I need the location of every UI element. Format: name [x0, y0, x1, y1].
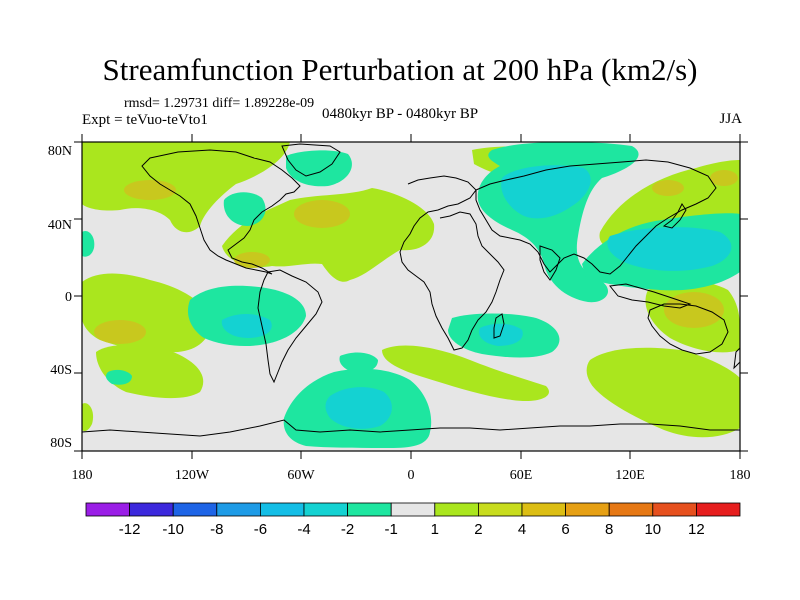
positive-cores	[94, 170, 738, 344]
colorbar-swatch	[696, 502, 741, 517]
plot-title: Streamfunction Perturbation at 200 hPa (…	[102, 52, 698, 87]
pos-region	[586, 347, 740, 438]
colorbar-swatch	[565, 502, 610, 517]
colorbar-label: 12	[688, 521, 705, 538]
neg-core	[221, 314, 272, 338]
lon-label: 120E	[615, 468, 645, 483]
colorbar-label: 2	[474, 521, 482, 538]
pos-core	[234, 252, 270, 268]
pos-region	[382, 345, 549, 402]
europe-africa-coast	[399, 175, 505, 351]
stats-text: rmsd= 1.29731 diff= 1.89228e-09	[124, 96, 315, 111]
lon-label: 120W	[175, 468, 210, 483]
lon-label: 0	[408, 468, 415, 483]
india-coast	[539, 245, 561, 281]
lat-label: 40S	[50, 363, 72, 378]
pos-core	[710, 170, 738, 186]
colorbar-label: 10	[644, 521, 661, 538]
colorbar-swatch	[303, 502, 348, 517]
greenland-coast	[281, 143, 341, 177]
colorbar-swatch	[434, 502, 479, 517]
colorbar-label: 8	[605, 521, 613, 538]
colorbar-swatch	[390, 502, 436, 517]
colorbar-label: -10	[162, 521, 184, 538]
madagascar-coast	[493, 313, 505, 339]
neg-core	[607, 227, 732, 271]
lat-label: 40N	[48, 218, 72, 233]
neg-core	[501, 165, 591, 219]
pos-core	[652, 180, 684, 196]
period-label: 0480kyr BP - 0480kyr BP	[322, 106, 479, 122]
colorbar-label: 1	[431, 521, 439, 538]
new-zealand-coast	[733, 347, 740, 370]
neg-core	[325, 387, 392, 429]
colorbar-swatch	[216, 502, 261, 517]
colorbar-label: -4	[297, 521, 310, 538]
colorbar-swatch	[477, 502, 523, 517]
colorbar-label: -8	[210, 521, 223, 538]
lat-label: 80S	[50, 436, 72, 451]
colorbar-label: 4	[518, 521, 526, 538]
colorbar-swatch	[608, 502, 654, 517]
colorbar-swatch	[521, 502, 566, 517]
experiment-label: Expt = teVuo-teVto1	[82, 112, 208, 128]
lon-label: 60E	[510, 468, 533, 483]
colorbar-label: -12	[119, 521, 141, 538]
australia-coast	[647, 303, 729, 355]
lat-label: 0	[65, 290, 72, 305]
coastlines	[82, 143, 740, 437]
pos-core	[664, 292, 724, 328]
colorbar-label: -2	[341, 521, 354, 538]
lat-axis	[74, 141, 748, 452]
season-label: JJA	[719, 111, 742, 127]
lat-label: 80N	[48, 144, 72, 159]
neg-region	[105, 369, 132, 385]
colorbar-label: -1	[385, 521, 398, 538]
colorbar-swatch	[85, 502, 130, 517]
colorbar-label: 6	[561, 521, 569, 538]
colorbar-swatch	[652, 502, 697, 517]
pos-region	[96, 345, 204, 399]
pos-region	[82, 142, 290, 233]
south-america-coast	[257, 269, 323, 384]
north-america-coast	[141, 149, 301, 275]
pos-region	[82, 403, 94, 432]
colorbar: -12 -10 -8 -6 -4 -2 -1 1 2 4 6 8 10 12	[85, 502, 741, 538]
maritime-continent-coast	[609, 283, 692, 309]
lon-axis	[81, 134, 741, 459]
colorbar-swatch	[129, 502, 174, 517]
neg-region	[223, 192, 266, 226]
pos-region	[222, 188, 435, 282]
lon-label: 180	[730, 468, 751, 483]
negative-cores	[221, 165, 732, 429]
colorbar-swatch	[259, 502, 305, 517]
lon-label: 180	[72, 468, 93, 483]
pos-core	[124, 180, 176, 200]
asia-coast	[475, 159, 717, 275]
pos-core	[94, 320, 146, 344]
contour-field	[82, 142, 740, 451]
neg-region	[339, 352, 378, 373]
antarctica-coast	[82, 419, 740, 437]
neg-region	[82, 230, 95, 257]
lon-label: 60W	[287, 468, 315, 483]
colorbar-swatch	[172, 502, 218, 517]
colorbar-label: -6	[254, 521, 267, 538]
pos-core	[294, 200, 350, 228]
japan-coast	[662, 203, 687, 229]
colorbar-swatch	[347, 502, 392, 517]
